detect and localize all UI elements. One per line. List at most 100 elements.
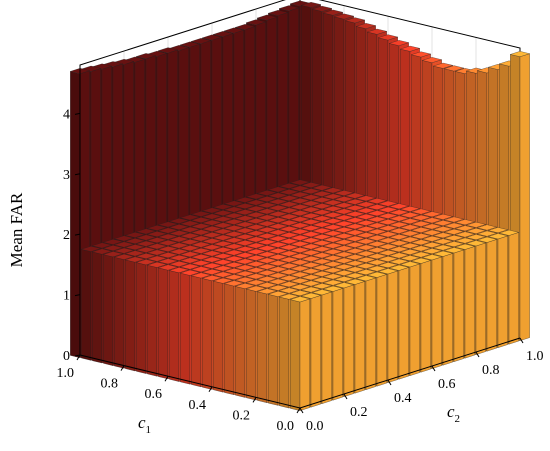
bar-top-face xyxy=(300,2,322,8)
bar-top-face xyxy=(388,209,410,216)
bar-top-face xyxy=(124,244,146,251)
bar-top-face xyxy=(300,262,322,268)
bar-top-face xyxy=(333,13,355,20)
bar-left-face xyxy=(268,294,279,406)
bar-top-face xyxy=(289,228,311,235)
bar-top-face xyxy=(212,222,234,229)
bar-top-face xyxy=(289,253,311,260)
bar-top-face xyxy=(311,227,333,234)
bar-top-face xyxy=(245,273,267,280)
bar-top-face xyxy=(300,268,322,275)
bar-left-face xyxy=(202,278,213,390)
bar-left-face xyxy=(158,267,169,380)
bar-top-face xyxy=(234,276,256,283)
bar-top-face xyxy=(278,5,300,12)
bar-top-face xyxy=(168,236,190,243)
bar-right-face xyxy=(376,274,387,387)
bar-top-face xyxy=(278,250,300,257)
bar-top-face xyxy=(267,291,289,297)
bar-left-face xyxy=(81,249,92,361)
bar-top-face xyxy=(421,223,443,230)
bar-top-face xyxy=(333,239,355,246)
bar-top-face xyxy=(388,234,410,240)
bar-top-face xyxy=(256,214,278,221)
bar-top-face xyxy=(465,221,487,228)
bar-top-face xyxy=(322,187,344,194)
bar-top-face xyxy=(377,243,399,250)
bar-top-face xyxy=(388,227,410,234)
bar-right-face xyxy=(431,256,442,369)
bar-top-face xyxy=(223,231,245,238)
bar-top-face xyxy=(377,237,399,244)
bar-top-face xyxy=(201,34,223,41)
bar-top-face xyxy=(322,248,344,255)
bar-top-face xyxy=(377,200,399,207)
bar-top-face xyxy=(322,9,344,16)
bar-top-face xyxy=(410,251,432,258)
c2-tick-mark xyxy=(475,351,480,358)
bar-top-face xyxy=(190,247,212,254)
bar-top-face xyxy=(190,235,212,242)
bar-top-face xyxy=(267,223,289,230)
bar-top-face xyxy=(245,279,267,286)
bar-top-face xyxy=(190,241,212,248)
bar-top-face xyxy=(102,239,124,245)
bar-top-face xyxy=(201,269,223,275)
c2-axis-title-sub: 2 xyxy=(455,413,461,425)
bar-top-face xyxy=(234,221,256,228)
bar-top-face xyxy=(355,269,377,275)
c1-tick-mark xyxy=(208,386,213,393)
bar-top-face xyxy=(278,201,300,208)
bar-top-face xyxy=(223,249,245,256)
bar-top-face xyxy=(278,207,300,214)
bar-top-face xyxy=(212,271,234,278)
bar-top-face xyxy=(190,211,212,217)
bar-top-face xyxy=(267,217,289,224)
bar-top-face xyxy=(223,218,245,225)
bar-left-face xyxy=(103,254,114,366)
bar-top-face xyxy=(245,19,267,26)
bar-top-face xyxy=(344,254,366,261)
c1-tick-label: 1.0 xyxy=(57,366,75,381)
bar-top-face xyxy=(102,245,124,251)
bar-top-face xyxy=(135,234,157,241)
bar-top-face xyxy=(256,190,278,196)
bar-top-face xyxy=(333,245,355,252)
bar-top-face xyxy=(300,194,322,201)
bar-top-face xyxy=(223,243,245,250)
bar-top-face xyxy=(201,232,223,238)
bar-top-face xyxy=(179,263,201,270)
bar-top-face xyxy=(223,268,245,274)
bar-left-face xyxy=(257,291,268,403)
bar-top-face xyxy=(476,236,498,243)
bar-top-face xyxy=(388,215,410,222)
c1-tick-label: 0.2 xyxy=(233,408,251,423)
bar-top-face xyxy=(399,218,421,225)
bar-top-face xyxy=(366,198,388,204)
bar-top-face xyxy=(322,212,344,218)
bar-top-face xyxy=(300,292,322,299)
bar-top-face xyxy=(113,241,135,248)
c1-tick-label: 0.6 xyxy=(145,387,163,402)
bar-top-face xyxy=(157,252,179,259)
bar-top-face xyxy=(113,247,135,254)
bar-top-face xyxy=(377,225,399,232)
bar-right-face xyxy=(420,260,431,373)
bar-top-face xyxy=(366,253,388,260)
bar-top-face xyxy=(267,186,289,193)
bar-top-face xyxy=(179,220,201,227)
bar-top-face xyxy=(135,253,157,259)
bar-top-face xyxy=(201,275,223,281)
bar-left-face xyxy=(147,265,158,377)
bar-top-face xyxy=(256,196,278,202)
bar-left-face xyxy=(279,296,290,409)
bar-top-face xyxy=(300,280,322,287)
bar-top-face xyxy=(289,284,311,290)
bar-top-face xyxy=(278,219,300,226)
bar-top-face xyxy=(113,235,135,242)
bar-top-face xyxy=(234,215,256,222)
bar-top-face xyxy=(454,219,476,226)
bar-top-face xyxy=(256,269,278,276)
bar-top-face xyxy=(289,271,311,278)
bar-top-face xyxy=(454,225,476,232)
